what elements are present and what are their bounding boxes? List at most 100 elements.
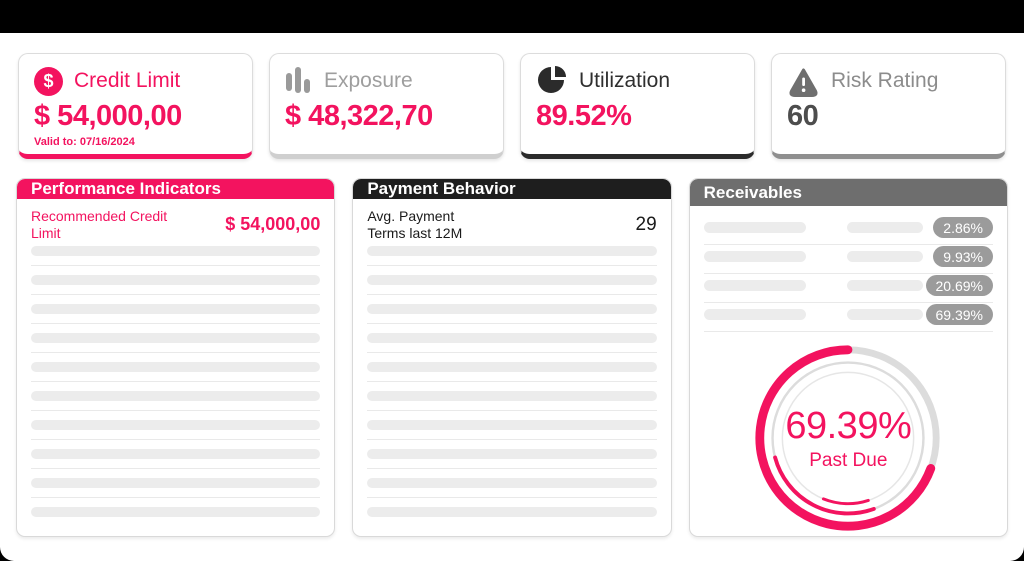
placeholder-bar [846, 280, 923, 291]
row-divider [31, 439, 321, 440]
placeholder-row [31, 362, 321, 391]
warning-icon [787, 66, 820, 97]
placeholder-bar [367, 507, 657, 517]
card-exposure[interactable]: Exposure $ 48,322,70 [269, 53, 504, 159]
row-value: $ 54,000,00 [225, 214, 321, 234]
placeholder-bar [367, 275, 657, 285]
panel-performance-header: Performance Indicators [17, 179, 335, 199]
placeholder-row [367, 304, 657, 333]
receivables-bucket-row: 20.69% [703, 275, 993, 305]
card-utilization[interactable]: Utilization 89.52% [520, 53, 755, 159]
placeholder-row [367, 507, 657, 536]
panel-performance-body: Recommended Credit Limit $ 54,000,00 [17, 199, 334, 536]
row-divider [31, 497, 321, 498]
placeholder-row [367, 449, 657, 478]
row-divider [703, 244, 993, 245]
percent-badge: 69.39% [925, 304, 993, 325]
panel-title: Performance Indicators [31, 179, 221, 198]
placeholder-bar [846, 309, 923, 320]
panel-receivables: Receivables 2.86% [688, 178, 1008, 537]
row-divider [31, 294, 321, 295]
placeholder-bar [846, 222, 923, 233]
row-divider [31, 410, 321, 411]
placeholder-row [367, 478, 657, 507]
row-divider [367, 265, 657, 266]
gauge-labels: 69.39% Past Due [750, 340, 946, 536]
placeholder-bar [703, 222, 806, 233]
placeholder-row [367, 391, 657, 420]
row-divider [367, 497, 657, 498]
panel-receivables-header: Receivables [689, 179, 1007, 206]
placeholder-row [367, 362, 657, 391]
avg-payment-terms-row: Avg. Payment Terms last 12M 29 [367, 199, 656, 246]
row-value: 29 [635, 213, 657, 235]
placeholder-bar [367, 449, 657, 459]
placeholder-row [31, 420, 321, 449]
past-due-gauge: 69.39% Past Due [750, 340, 946, 536]
placeholder-bar [31, 478, 321, 488]
row-divider [367, 323, 657, 324]
row-divider [31, 352, 321, 353]
card-valid-to: Valid to: 07/16/2024 [34, 136, 135, 148]
kpi-cards-row: $ Credit Limit $ 54,000,00 Valid to: 07/… [18, 53, 1006, 159]
placeholder-bar [31, 449, 321, 459]
row-label: Avg. Payment Terms last 12M [367, 208, 463, 241]
placeholder-bar [703, 251, 806, 262]
card-title: Credit Limit [74, 69, 181, 92]
card-risk-rating[interactable]: Risk Rating 60 [771, 53, 1006, 159]
placeholder-bar [31, 275, 321, 285]
receivables-bucket-list: 2.86% 9.93% [703, 206, 993, 334]
card-title: Exposure [324, 69, 413, 92]
row-divider [31, 265, 321, 266]
placeholder-bar [703, 280, 806, 291]
card-risk-rating-header: Risk Rating [787, 65, 990, 97]
placeholder-bar [367, 362, 657, 372]
card-credit-limit-header: $ Credit Limit [34, 65, 237, 97]
card-credit-limit[interactable]: $ Credit Limit $ 54,000,00 Valid to: 07/… [18, 53, 253, 159]
placeholder-row [367, 420, 657, 449]
panel-payment-behavior: Payment Behavior Avg. Payment Terms last… [352, 178, 672, 537]
dollar-circle-icon: $ [34, 66, 63, 96]
percent-badge: 9.93% [933, 246, 993, 267]
placeholder-bar [31, 362, 321, 372]
row-divider [703, 331, 993, 332]
panel-performance-indicators: Performance Indicators Recommended Credi… [16, 178, 336, 537]
percent-badge: 2.86% [933, 217, 993, 238]
panel-title: Receivables [703, 182, 802, 202]
placeholder-bar [31, 391, 321, 401]
placeholder-row [367, 333, 657, 362]
top-black-bar [0, 0, 1024, 33]
row-divider [31, 323, 321, 324]
percent-badge: 20.69% [925, 275, 993, 296]
placeholder-row [31, 507, 321, 536]
card-utilization-header: Utilization [536, 65, 739, 97]
placeholder-bar [367, 333, 657, 343]
placeholder-row [31, 333, 321, 362]
bar-chart-icon [285, 66, 313, 96]
placeholder-bar [367, 391, 657, 401]
panel-receivables-body: 2.86% 9.93% [690, 206, 1007, 536]
panel-payment-body: Avg. Payment Terms last 12M 29 [353, 199, 670, 536]
row-divider [367, 294, 657, 295]
card-title: Utilization [579, 69, 671, 92]
placeholder-row [31, 449, 321, 478]
card-value: 60 [787, 100, 819, 132]
card-value: $ 54,000,00 [34, 100, 182, 132]
placeholder-bar [367, 304, 657, 314]
row-divider [31, 468, 321, 469]
row-divider [367, 468, 657, 469]
placeholder-bar [31, 507, 321, 517]
gauge-sub-label: Past Due [809, 449, 888, 471]
placeholder-bar [703, 309, 806, 320]
performance-placeholder-list [31, 246, 321, 536]
card-title: Risk Rating [831, 69, 939, 92]
row-divider [703, 302, 993, 303]
payment-placeholder-list [367, 246, 657, 536]
row-divider [703, 273, 993, 274]
receivables-bucket-row: 69.39% [703, 304, 993, 334]
gauge-value: 69.39% [785, 404, 912, 447]
placeholder-bar [367, 246, 657, 256]
receivables-bucket-row: 2.86% [703, 217, 993, 247]
placeholder-bar [367, 478, 657, 488]
